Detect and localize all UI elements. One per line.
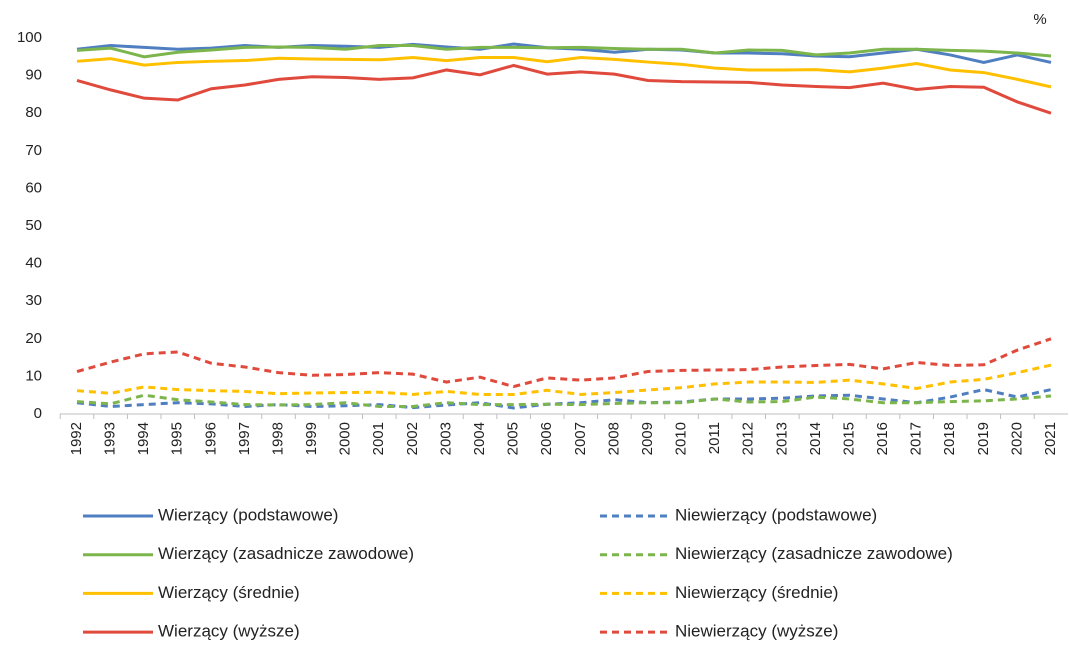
y-unit: % — [1033, 11, 1046, 28]
y-tick-label: 20 — [25, 330, 42, 347]
x-tick-label: 2015 — [840, 422, 857, 455]
series-line — [76, 63, 1052, 115]
x-tick-label: 1998 — [269, 422, 286, 455]
x-tick-label: 2013 — [773, 422, 790, 455]
series-line — [76, 44, 1052, 59]
x-tick-label: 2003 — [437, 422, 454, 455]
x-tick-label: 2020 — [1008, 422, 1025, 455]
y-tick-label: 80 — [25, 104, 42, 121]
y-tick-label: 60 — [25, 179, 42, 196]
y-tick-label: 90 — [25, 67, 42, 84]
legend-label: Niewierzący (zasadnicze zawodowe) — [675, 544, 953, 563]
series-line — [76, 337, 1052, 389]
series-line — [76, 388, 1052, 410]
legend-label: Wierzący (zasadnicze zawodowe) — [158, 544, 414, 563]
x-tick-label: 2000 — [337, 422, 354, 455]
x-tick-label: 2008 — [605, 422, 622, 455]
y-tick-label: 0 — [34, 405, 42, 422]
x-tick-label: 1995 — [169, 422, 186, 455]
x-tick-label: 2021 — [1042, 422, 1059, 455]
x-tick-label: 2010 — [673, 422, 690, 455]
x-tick-label: 1994 — [135, 422, 152, 455]
legend-label: Wierzący (wyższe) — [158, 622, 300, 641]
x-tick-label: 2011 — [706, 422, 723, 454]
x-tick-label: 2007 — [572, 422, 589, 455]
legend-label: Niewierzący (średnie) — [675, 583, 838, 602]
legend-label: Wierzący (podstawowe) — [158, 505, 338, 524]
x-tick-label: 2009 — [639, 422, 656, 455]
x-tick-label: 2012 — [740, 422, 757, 455]
y-tick-label: 100 — [17, 29, 42, 46]
x-tick-label: 2005 — [505, 422, 522, 455]
x-tick-label: 1993 — [102, 422, 119, 455]
y-tick-label: 50 — [25, 217, 42, 234]
x-tick-label: 1999 — [303, 422, 320, 455]
x-tick-label: 1997 — [236, 422, 253, 455]
y-tick-label: 30 — [25, 292, 42, 309]
y-tick-label: 40 — [25, 255, 42, 272]
x-tick-label: 2004 — [471, 422, 488, 455]
legend-label: Wierzący (średnie) — [158, 583, 300, 602]
x-tick-label: 2001 — [370, 422, 387, 455]
x-tick-label: 2018 — [941, 422, 958, 455]
legend-label: Niewierzący (podstawowe) — [675, 505, 877, 524]
x-tick-label: 2014 — [807, 422, 824, 455]
y-tick-label: 10 — [25, 367, 42, 384]
x-tick-label: 2019 — [975, 422, 992, 455]
x-tick-label: 2006 — [538, 422, 555, 455]
x-tick-label: 2002 — [404, 422, 421, 455]
x-tick-label: 2017 — [908, 422, 925, 455]
x-tick-label: 2016 — [874, 422, 891, 455]
legend-label: Niewierzący (wyższe) — [675, 622, 838, 641]
x-tick-label: 1996 — [202, 422, 219, 455]
series-line — [76, 56, 1052, 89]
x-tick-label: 1992 — [68, 422, 85, 455]
y-tick-label: 70 — [25, 142, 42, 159]
